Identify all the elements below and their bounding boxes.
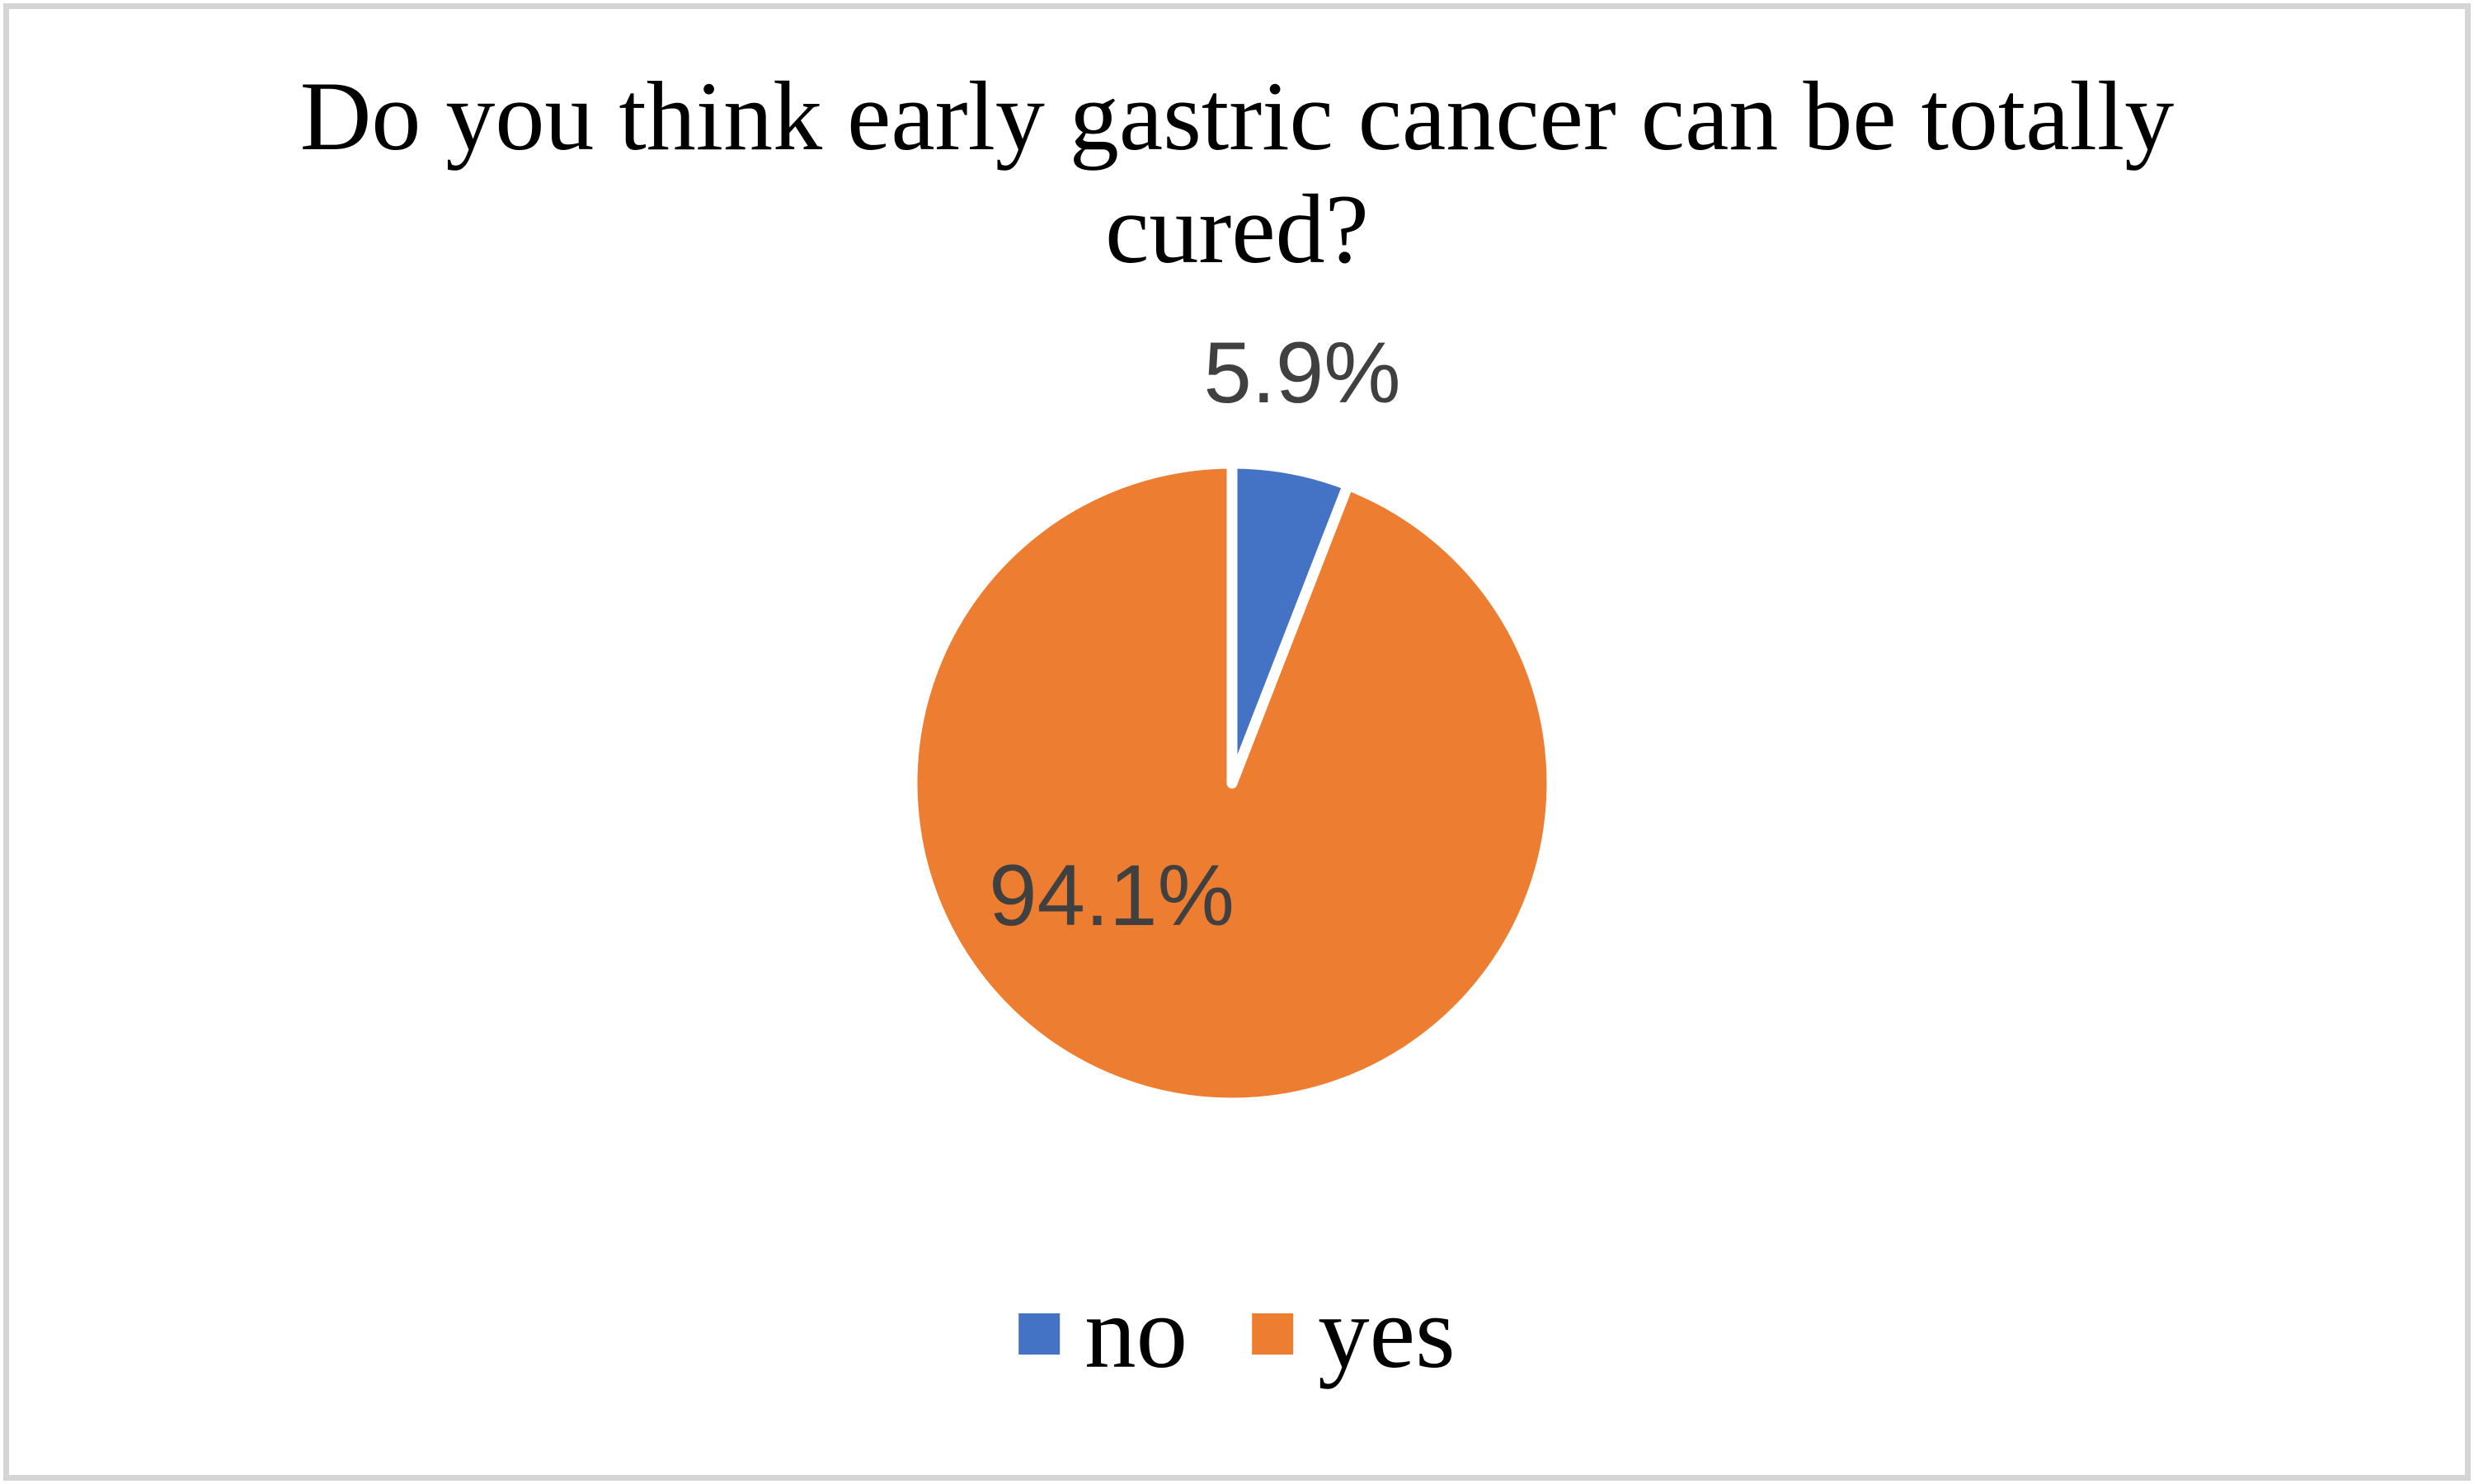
data-label-yes: 94.1% [989, 848, 1235, 944]
data-label-no: 5.9% [1203, 325, 1401, 421]
legend-item-yes: yes [1252, 1282, 1456, 1385]
legend: no yes [1018, 1282, 1456, 1385]
legend-item-no: no [1018, 1282, 1188, 1385]
legend-label-yes: yes [1318, 1276, 1456, 1390]
legend-swatch-yes-icon [1252, 1313, 1294, 1355]
legend-swatch-no-icon [1018, 1313, 1061, 1355]
chart-title: Do you think early gastric cancer can be… [299, 61, 2175, 284]
legend-label-no: no [1084, 1276, 1188, 1390]
pie-slice-yes [906, 458, 1558, 1109]
